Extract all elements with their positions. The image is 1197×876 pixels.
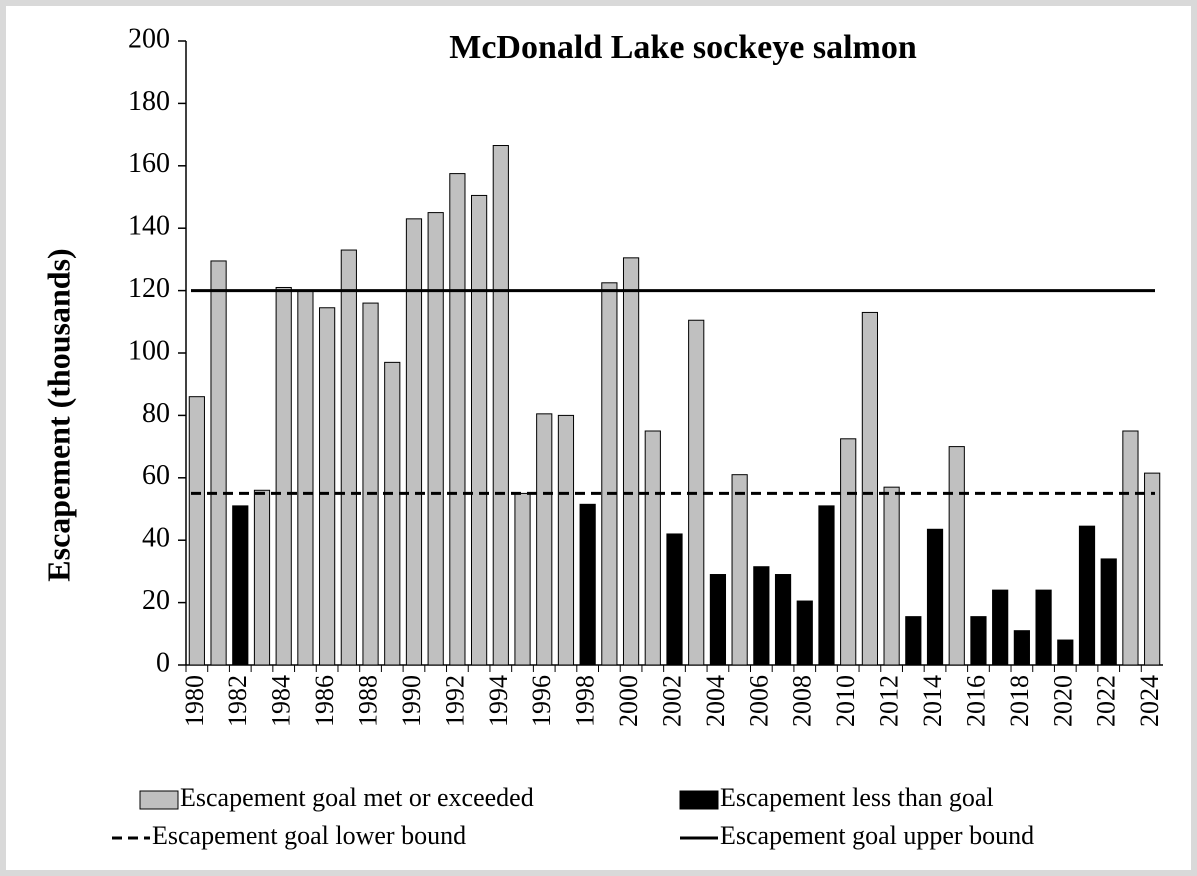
y-tick-label: 120 bbox=[128, 273, 170, 304]
y-tick-label: 60 bbox=[142, 460, 170, 491]
bar bbox=[601, 282, 618, 666]
x-tick-label: 2006 bbox=[744, 675, 773, 727]
bar bbox=[536, 413, 553, 666]
x-tick-label: 2022 bbox=[1092, 675, 1121, 727]
bar bbox=[405, 218, 423, 666]
chart-background bbox=[6, 6, 1191, 870]
legend-swatch bbox=[679, 790, 719, 810]
bar bbox=[905, 616, 922, 666]
bar bbox=[275, 286, 292, 666]
bar bbox=[210, 260, 227, 666]
bar bbox=[1100, 558, 1117, 666]
bar bbox=[1035, 589, 1052, 666]
y-tick-label: 180 bbox=[128, 86, 170, 117]
bar bbox=[666, 533, 683, 666]
x-tick-label: 1982 bbox=[223, 675, 252, 727]
y-axis-label: Escapement (thousands) bbox=[40, 248, 76, 581]
x-tick-label: 2010 bbox=[831, 675, 860, 727]
bar bbox=[449, 173, 466, 666]
bar bbox=[1122, 430, 1139, 666]
x-tick-label: 1994 bbox=[484, 675, 513, 727]
bar bbox=[753, 566, 770, 666]
x-tick-label: 2018 bbox=[1005, 675, 1034, 727]
x-tick-label: 2014 bbox=[918, 675, 947, 727]
bar bbox=[970, 616, 987, 666]
bar bbox=[774, 574, 792, 666]
bar bbox=[297, 290, 314, 666]
bar bbox=[362, 302, 379, 666]
bar bbox=[557, 414, 575, 666]
x-tick-label: 2012 bbox=[875, 675, 904, 727]
y-tick-label: 100 bbox=[128, 335, 170, 366]
x-tick-label: 2000 bbox=[614, 675, 643, 727]
bar bbox=[709, 574, 727, 666]
x-tick-label: 1998 bbox=[571, 675, 600, 727]
x-tick-label: 2016 bbox=[961, 675, 990, 727]
bar bbox=[514, 492, 531, 666]
x-tick-label: 1996 bbox=[527, 675, 556, 727]
bar bbox=[818, 505, 835, 666]
bar bbox=[840, 438, 857, 666]
bar bbox=[340, 249, 357, 666]
bar bbox=[926, 528, 944, 666]
y-tick-label: 0 bbox=[156, 647, 170, 678]
x-tick-label: 1988 bbox=[354, 675, 383, 727]
legend-label: Escapement goal upper bound bbox=[720, 821, 1034, 850]
y-tick-label: 140 bbox=[128, 211, 170, 242]
bar bbox=[579, 503, 596, 666]
bar bbox=[796, 600, 813, 666]
y-tick-label: 20 bbox=[142, 585, 170, 616]
bar bbox=[319, 307, 336, 666]
y-tick-label: 160 bbox=[128, 148, 170, 179]
chart-title: McDonald Lake sockeye salmon bbox=[449, 29, 917, 66]
x-tick-label: 1986 bbox=[310, 675, 339, 727]
x-tick-label: 2020 bbox=[1048, 675, 1077, 727]
y-tick-label: 200 bbox=[128, 23, 170, 54]
y-tick-label: 40 bbox=[142, 523, 170, 554]
bar bbox=[492, 145, 509, 666]
bar bbox=[471, 194, 488, 666]
bar bbox=[427, 212, 444, 666]
x-tick-label: 2024 bbox=[1135, 675, 1164, 727]
bar bbox=[644, 430, 661, 666]
y-tick-label: 80 bbox=[142, 398, 170, 429]
legend-label: Escapement less than goal bbox=[720, 783, 994, 812]
bar bbox=[188, 396, 205, 666]
x-tick-label: 1980 bbox=[180, 675, 209, 727]
bar bbox=[232, 505, 249, 666]
x-tick-label: 1992 bbox=[440, 675, 469, 727]
bar bbox=[253, 489, 271, 666]
x-tick-label: 2002 bbox=[657, 675, 686, 727]
bar bbox=[384, 361, 401, 666]
bar bbox=[1013, 630, 1030, 666]
legend-label: Escapement goal met or exceeded bbox=[180, 783, 534, 812]
bar bbox=[1078, 525, 1096, 666]
x-tick-label: 2004 bbox=[701, 675, 730, 727]
bar bbox=[861, 311, 878, 666]
bar bbox=[883, 486, 900, 666]
x-tick-label: 1990 bbox=[397, 675, 426, 727]
x-tick-label: 1984 bbox=[267, 675, 296, 727]
bar bbox=[992, 589, 1009, 666]
bar bbox=[622, 257, 640, 666]
bar bbox=[731, 474, 748, 666]
legend-swatch bbox=[139, 790, 179, 810]
bar bbox=[948, 446, 965, 666]
x-tick-label: 2008 bbox=[788, 675, 817, 727]
bar bbox=[1057, 639, 1074, 666]
legend-label: Escapement goal lower bound bbox=[152, 821, 466, 850]
bar bbox=[1144, 472, 1161, 666]
